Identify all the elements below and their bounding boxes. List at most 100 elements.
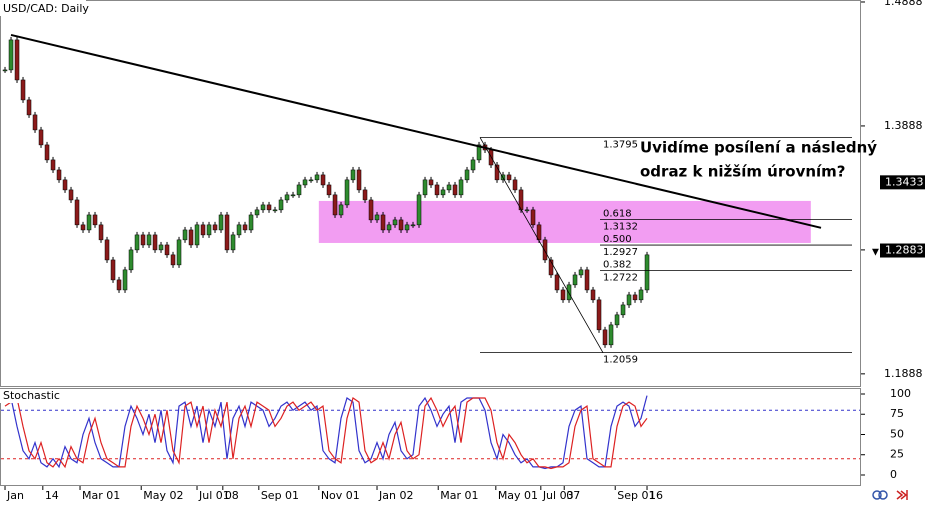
candle	[524, 209, 530, 212]
annotation: odraz k nižším úrovním?	[640, 163, 846, 181]
candle	[62, 179, 68, 191]
x-tick-label: Jan	[6, 489, 24, 502]
candle	[206, 224, 212, 236]
candle	[194, 224, 200, 246]
candle	[248, 214, 254, 231]
candle	[224, 214, 230, 251]
y-tick-label: 25	[890, 448, 904, 461]
candle	[590, 289, 596, 301]
candle	[566, 284, 572, 301]
y-tick-label: 0	[890, 468, 897, 481]
stochastic-title: Stochastic	[3, 389, 60, 402]
candle	[50, 159, 56, 171]
trendline	[10, 33, 822, 229]
x-tick-label: 14	[45, 489, 59, 502]
candle	[32, 114, 38, 131]
candle	[92, 214, 98, 226]
x-tick-label: 08	[225, 489, 239, 502]
candle	[122, 269, 128, 291]
candle	[314, 174, 320, 181]
price-marker-label: 1.3433	[885, 175, 924, 188]
candle	[560, 289, 566, 301]
candle	[620, 304, 626, 316]
fib-diagonal	[479, 137, 604, 353]
marker-arrow: ▼	[872, 248, 879, 258]
candle	[614, 314, 620, 326]
candle	[302, 179, 308, 186]
candle	[404, 224, 410, 231]
fib-price: 1.3795	[603, 139, 638, 150]
candle	[332, 194, 338, 216]
y-tick-label: 1.1888	[884, 367, 923, 380]
candle	[338, 204, 344, 216]
candle	[116, 279, 122, 291]
candle	[548, 259, 554, 276]
candle	[440, 189, 446, 196]
candle	[8, 39, 14, 71]
candle	[428, 179, 434, 186]
candle	[104, 239, 110, 261]
main-panel	[0, 0, 861, 387]
candle	[236, 224, 242, 236]
plot-layer: 1.3795 1.3132 0.618 1.2927 0.500 1.2722 0.382 1…	[1, 33, 860, 470]
candle	[422, 179, 428, 196]
fib-ratio: 0.618	[603, 209, 632, 220]
candle	[86, 214, 92, 231]
candle	[2, 69, 8, 72]
candle	[392, 219, 398, 226]
scroll-end-icon[interactable]	[896, 490, 908, 500]
candle	[128, 249, 134, 271]
candle	[158, 244, 164, 251]
candle	[344, 179, 350, 206]
candle	[98, 224, 104, 241]
fib-ratio: 0.500	[603, 234, 632, 245]
candle	[506, 174, 512, 181]
candle	[56, 169, 62, 181]
fib-price: 1.2927	[603, 247, 638, 258]
fib-ratio: 0.382	[603, 259, 632, 270]
fib-price: 1.2059	[603, 355, 638, 366]
candle	[494, 164, 500, 181]
candle	[602, 329, 608, 346]
candle	[326, 184, 332, 196]
candle	[44, 144, 50, 161]
candle	[572, 274, 578, 286]
price-marker	[880, 243, 925, 258]
link-icon[interactable]	[872, 490, 888, 500]
y-tick-label: 75	[890, 407, 904, 420]
candle	[134, 234, 140, 251]
x-tick-label: 16	[649, 489, 663, 502]
candle	[458, 179, 464, 196]
x-tick-label: 07	[566, 489, 580, 502]
x-tick-label: May 02	[143, 489, 183, 502]
candle	[596, 299, 602, 331]
candle	[68, 189, 74, 201]
candle	[464, 169, 470, 181]
candle	[182, 229, 188, 241]
candle	[578, 269, 584, 276]
candle	[218, 214, 224, 231]
candle	[230, 234, 236, 251]
candle	[266, 204, 272, 211]
x-tick-label: Sep 01	[617, 489, 655, 502]
x-tick-label: May 01	[498, 489, 538, 502]
candle	[452, 184, 458, 196]
candle	[296, 184, 302, 196]
candle	[584, 269, 590, 291]
x-tick-label: Sep 01	[261, 489, 299, 502]
candle	[80, 224, 86, 231]
x-tick-label: Jul 03	[542, 489, 574, 502]
price-marker-label: 1.2883	[885, 244, 924, 257]
candle	[164, 244, 170, 256]
candle	[74, 199, 80, 226]
candle	[542, 239, 548, 261]
y-tick-label: 100	[890, 387, 911, 400]
candle	[284, 194, 290, 201]
candle	[320, 174, 326, 186]
candle	[278, 199, 284, 211]
candle	[140, 234, 146, 246]
candle	[260, 204, 266, 211]
candle	[176, 239, 182, 266]
candle	[536, 224, 542, 241]
